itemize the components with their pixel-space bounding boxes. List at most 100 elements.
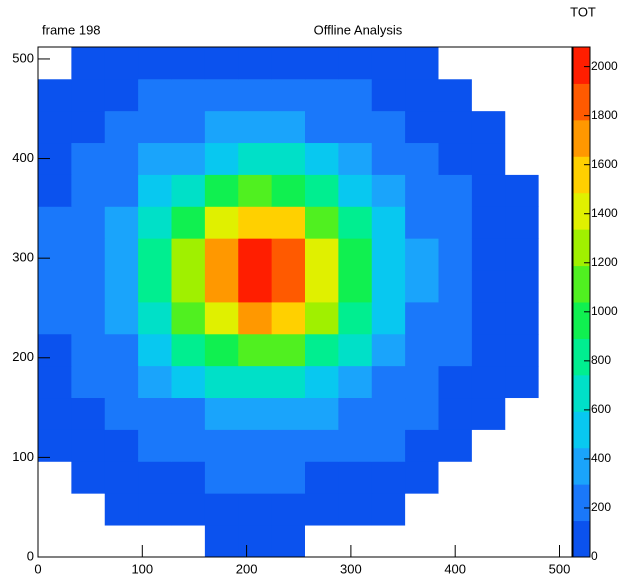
heatmap-cell — [305, 47, 339, 79]
heatmap-cell — [338, 525, 372, 557]
heatmap-cell — [338, 47, 372, 79]
heatmap-cell — [539, 430, 573, 462]
heatmap-cell — [472, 366, 506, 398]
x-tick-label: 400 — [444, 561, 466, 576]
heatmap-cell — [539, 525, 573, 557]
x-tick-label: 100 — [131, 561, 153, 576]
heatmap-cell — [71, 493, 105, 525]
heatmap-cell — [205, 461, 239, 493]
heatmap-cell — [338, 398, 372, 430]
heatmap-cell — [105, 366, 139, 398]
heatmap-cell — [105, 461, 139, 493]
heatmap-cell — [472, 206, 506, 238]
heatmap-cell — [205, 143, 239, 175]
heatmap-cell — [71, 270, 105, 302]
x-tick-label: 0 — [34, 561, 41, 576]
colorbar-tick-label: 1200 — [591, 255, 618, 269]
heatmap-cell — [138, 493, 172, 525]
heatmap-cell — [405, 398, 439, 430]
heatmap-cell — [405, 493, 439, 525]
heatmap-cell — [38, 238, 72, 270]
heatmap-cell — [305, 270, 339, 302]
heatmap-cell — [405, 430, 439, 462]
heatmap-cell — [405, 525, 439, 557]
heatmap-cell — [305, 302, 339, 334]
heatmap-cell — [338, 206, 372, 238]
heatmap-cell — [338, 430, 372, 462]
heatmap-cell — [305, 430, 339, 462]
colorbar-segment — [573, 229, 590, 266]
colorbar-label: TOT — [570, 4, 596, 19]
heatmap-cell — [439, 79, 473, 111]
heatmap-cell — [172, 47, 206, 79]
heatmap-cell — [439, 398, 473, 430]
heatmap-cell — [205, 525, 239, 557]
heatmap-cell — [305, 461, 339, 493]
heatmap-cell — [38, 334, 72, 366]
heatmap-cell — [105, 302, 139, 334]
heatmap-cell — [38, 175, 72, 207]
colorbar-tick-label: 2000 — [591, 59, 618, 73]
heatmap-cell — [539, 238, 573, 270]
heatmap-cell — [238, 430, 272, 462]
heatmap-cell — [539, 47, 573, 79]
y-tick-label: 300 — [12, 250, 34, 265]
heatmap-cell — [105, 334, 139, 366]
heatmap-cell — [272, 111, 306, 143]
heatmap-cell — [172, 143, 206, 175]
heatmap-cell — [472, 143, 506, 175]
colorbar-segment — [573, 266, 590, 303]
heatmap-cell — [238, 238, 272, 270]
heatmap-cell — [172, 334, 206, 366]
heatmap-cell — [405, 47, 439, 79]
chart-title: Offline Analysis — [314, 22, 403, 37]
heatmap-cell — [205, 175, 239, 207]
heatmap-cell — [439, 175, 473, 207]
heatmap-cell — [105, 238, 139, 270]
heatmap-cell — [205, 398, 239, 430]
heatmap-cell — [405, 366, 439, 398]
heatmap-cell — [172, 302, 206, 334]
heatmap-cell — [105, 430, 139, 462]
heatmap-cell — [71, 302, 105, 334]
heatmap-cell — [439, 47, 473, 79]
heatmap-cell — [172, 493, 206, 525]
heatmap-cell — [205, 366, 239, 398]
chart: 0200400600800100012001400160018002000 01… — [0, 0, 618, 579]
heatmap-cell — [338, 461, 372, 493]
heatmap-cell — [38, 366, 72, 398]
heatmap-cell — [372, 366, 406, 398]
heatmap-cell — [105, 47, 139, 79]
heatmap-cell — [505, 366, 539, 398]
heatmap-cell — [71, 398, 105, 430]
heatmap-cell — [472, 238, 506, 270]
heatmap-cell — [238, 270, 272, 302]
heatmap-cell — [439, 143, 473, 175]
colorbar-segment — [573, 47, 590, 84]
heatmap-cell — [505, 334, 539, 366]
heatmap-cell — [272, 238, 306, 270]
heatmap-cell — [405, 270, 439, 302]
heatmap-cell — [472, 111, 506, 143]
heatmap-cell — [505, 461, 539, 493]
heatmap-cell — [71, 79, 105, 111]
heatmap-cell — [372, 493, 406, 525]
heatmap-cell — [238, 398, 272, 430]
heatmap-cell — [505, 493, 539, 525]
heatmap-cell — [439, 238, 473, 270]
heatmap-cell — [71, 175, 105, 207]
x-tick-label: 300 — [340, 561, 362, 576]
heatmap-cell — [71, 430, 105, 462]
heatmap-cell — [272, 525, 306, 557]
colorbar-tick-label: 600 — [591, 402, 611, 416]
heatmap-cell — [172, 175, 206, 207]
heatmap-cell — [372, 398, 406, 430]
heatmap-cell — [472, 47, 506, 79]
heatmap-cell — [272, 461, 306, 493]
heatmap-cell — [38, 525, 72, 557]
heatmap-cell — [138, 461, 172, 493]
heatmap-cell — [539, 398, 573, 430]
colorbar-segment — [573, 375, 590, 412]
colorbar-tick-label: 1000 — [591, 304, 618, 318]
heatmap-cell — [338, 238, 372, 270]
